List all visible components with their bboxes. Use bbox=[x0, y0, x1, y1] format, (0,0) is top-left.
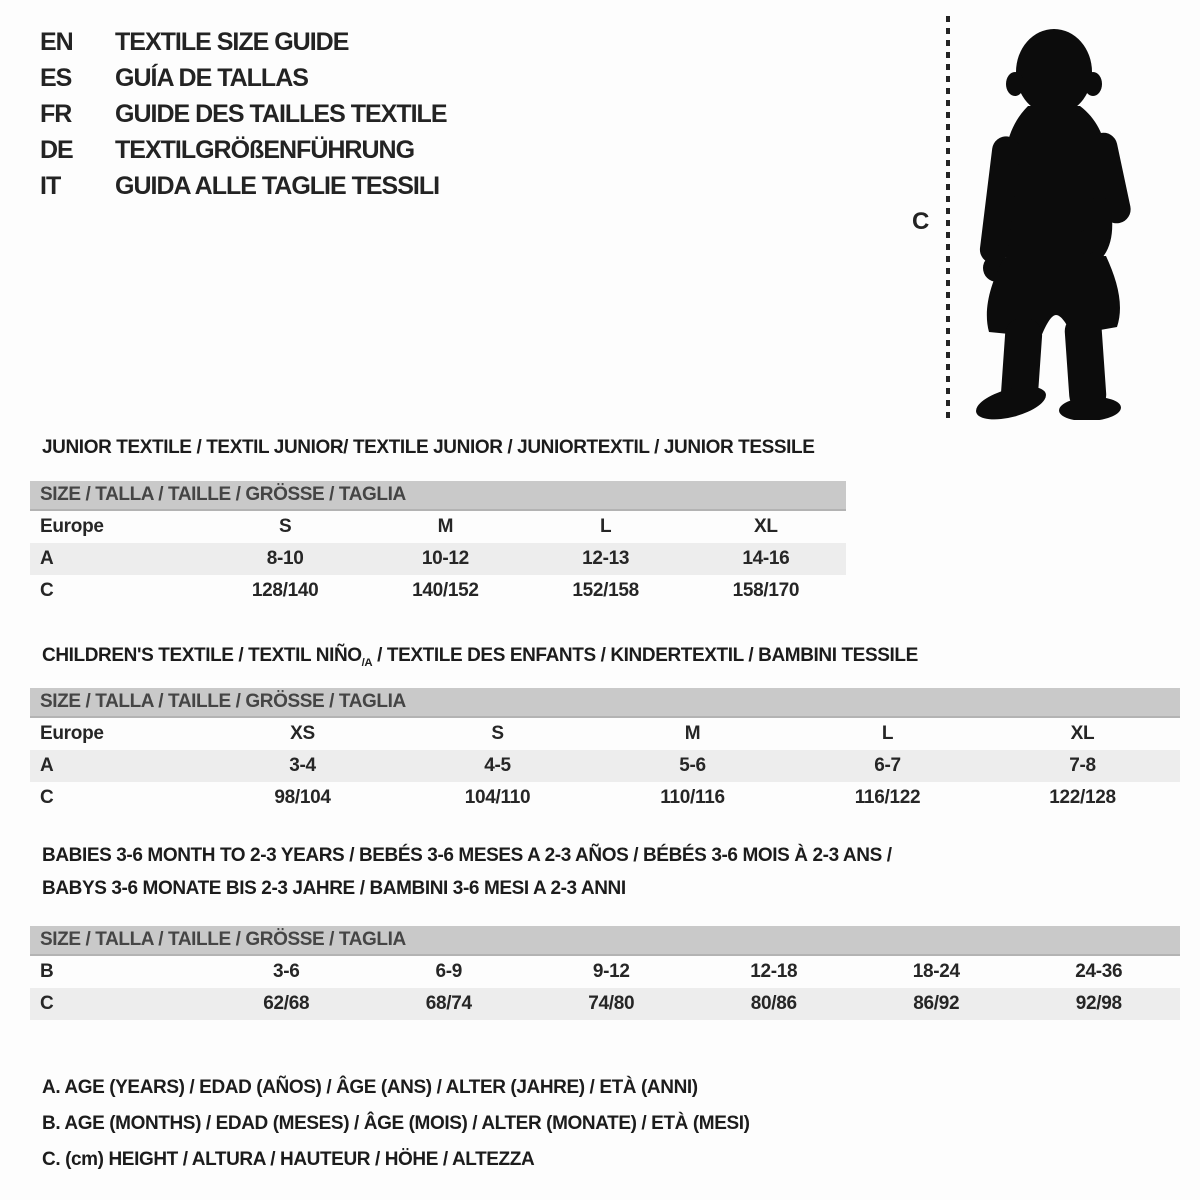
lang-row-it: IT GUIDA ALLE TAGLIE TESSILI bbox=[40, 168, 447, 204]
guide-title: GUIDA ALLE TAGLIE TESSILI bbox=[115, 171, 440, 200]
children-size-table: SIZE / TALLA / TAILLE / GRÖSSE / TAGLIA … bbox=[30, 688, 1180, 814]
table-row-europe: Europe S M L XL bbox=[30, 511, 846, 543]
cell-value: S bbox=[278, 516, 292, 537]
legend-line-c: C. (cm) HEIGHT / ALTURA / HAUTEUR / HÖHE… bbox=[42, 1149, 535, 1170]
legend-line-b: B. AGE (MONTHS) / EDAD (MESES) / ÂGE (MO… bbox=[42, 1113, 750, 1134]
lang-row-en: EN TEXTILE SIZE GUIDE bbox=[40, 24, 447, 60]
lang-code: FR bbox=[40, 99, 72, 128]
cell-value: 152/158 bbox=[572, 580, 639, 601]
cell-value: 122/128 bbox=[1049, 787, 1116, 808]
table-row-height: C 98/104 104/110 110/116 116/122 122/128 bbox=[30, 782, 1180, 814]
cell-value: 7-8 bbox=[1069, 755, 1096, 776]
table-row-age: A 3-4 4-5 5-6 6-7 7-8 bbox=[30, 750, 1180, 782]
cell-value: L bbox=[599, 516, 612, 537]
cell-value: 24-36 bbox=[1075, 961, 1123, 982]
children-section-title: CHILDREN'S TEXTILE / TEXTIL NIÑO/A / TEX… bbox=[42, 645, 918, 669]
lang-code: EN bbox=[40, 27, 74, 56]
table-row-height: C 128/140 140/152 152/158 158/170 bbox=[30, 575, 846, 607]
table-row-europe: Europe XS S M L XL bbox=[30, 718, 1180, 750]
cell-value: 12-18 bbox=[750, 961, 798, 982]
cell-value: XL bbox=[754, 516, 778, 537]
junior-size-table: SIZE / TALLA / TAILLE / GRÖSSE / TAGLIA … bbox=[30, 481, 846, 607]
guide-title: GUIDE DES TAILLES TEXTILE bbox=[115, 99, 448, 128]
cell-value: 74/80 bbox=[588, 993, 635, 1014]
cell-value: 158/170 bbox=[732, 580, 800, 601]
cell-value: 18-24 bbox=[912, 961, 960, 982]
toddler-silhouette-image bbox=[966, 20, 1138, 422]
children-title-sub: /A bbox=[361, 656, 373, 669]
lang-code: IT bbox=[40, 171, 61, 200]
cell-value: 140/152 bbox=[412, 580, 479, 601]
measurement-legend: A. AGE (YEARS) / EDAD (AÑOS) / ÂGE (ANS)… bbox=[42, 1070, 750, 1178]
children-title-text: / TEXTILE DES ENFANTS / KINDERTEXTIL / B… bbox=[372, 645, 918, 666]
cell-value: 14-16 bbox=[742, 548, 790, 569]
cell-value: 104/110 bbox=[464, 787, 531, 808]
cell-value: L bbox=[881, 723, 894, 744]
size-header-label: SIZE / TALLA / TAILLE / GRÖSSE / TAGLIA bbox=[40, 691, 406, 712]
size-header-bar: SIZE / TALLA / TAILLE / GRÖSSE / TAGLIA bbox=[30, 688, 1180, 718]
legend-line-a: A. AGE (YEARS) / EDAD (AÑOS) / ÂGE (ANS)… bbox=[42, 1077, 698, 1098]
lang-code: DE bbox=[40, 135, 74, 164]
cell-value: 9-12 bbox=[592, 961, 630, 982]
cell-value: 86/92 bbox=[913, 993, 960, 1014]
babies-size-table: SIZE / TALLA / TAILLE / GRÖSSE / TAGLIA … bbox=[30, 926, 1180, 1020]
height-measure-dashed-line bbox=[946, 16, 950, 418]
size-header-bar: SIZE / TALLA / TAILLE / GRÖSSE / TAGLIA bbox=[30, 926, 1180, 956]
table-row-height: C 62/68 68/74 74/80 80/86 86/92 92/98 bbox=[30, 988, 1180, 1020]
cell-value: 80/86 bbox=[750, 993, 797, 1014]
table-row-age: A 8-10 10-12 12-13 14-16 bbox=[30, 543, 846, 575]
guide-title: GUÍA DE TALLAS bbox=[115, 63, 309, 92]
row-label: Europe bbox=[40, 723, 104, 744]
cell-value: 12-13 bbox=[582, 548, 630, 569]
guide-title: TEXTILGRÖßENFÜHRUNG bbox=[115, 135, 415, 164]
cell-value: 110/116 bbox=[660, 787, 725, 808]
size-header-label: SIZE / TALLA / TAILLE / GRÖSSE / TAGLIA bbox=[40, 484, 406, 505]
cell-value: XS bbox=[290, 723, 315, 744]
cell-value: M bbox=[437, 516, 454, 537]
size-header-bar: SIZE / TALLA / TAILLE / GRÖSSE / TAGLIA bbox=[30, 481, 846, 511]
row-label: A bbox=[40, 755, 54, 776]
cell-value: 128/140 bbox=[251, 580, 319, 601]
cell-value: 3-4 bbox=[289, 755, 316, 776]
measure-c-label: C bbox=[912, 208, 930, 235]
cell-value: 8-10 bbox=[266, 548, 304, 569]
lang-row-es: ES GUÍA DE TALLAS bbox=[40, 60, 447, 96]
junior-section-title: JUNIOR TEXTILE / TEXTIL JUNIOR/ TEXTILE … bbox=[42, 437, 815, 458]
cell-value: 98/104 bbox=[274, 787, 331, 808]
cell-value: 3-6 bbox=[272, 961, 300, 982]
cell-value: 10-12 bbox=[421, 548, 469, 569]
guide-title: TEXTILE SIZE GUIDE bbox=[115, 27, 349, 56]
row-label: A bbox=[40, 548, 54, 569]
lang-row-fr: FR GUIDE DES TAILLES TEXTILE bbox=[40, 96, 448, 132]
cell-value: S bbox=[491, 723, 504, 744]
cell-value: 62/68 bbox=[263, 993, 310, 1014]
cell-value: 5-6 bbox=[679, 755, 706, 776]
cell-value: 4-5 bbox=[484, 755, 511, 776]
cell-value: 116/122 bbox=[854, 787, 921, 808]
language-header: EN TEXTILE SIZE GUIDE ES GUÍA DE TALLAS … bbox=[40, 24, 448, 204]
cell-value: 6-9 bbox=[435, 961, 463, 982]
cell-value: 92/98 bbox=[1075, 993, 1122, 1014]
size-header-label: SIZE / TALLA / TAILLE / GRÖSSE / TAGLIA bbox=[40, 929, 406, 950]
cell-value: 68/74 bbox=[425, 993, 472, 1014]
cell-value: M bbox=[684, 723, 701, 744]
row-label: C bbox=[40, 787, 54, 808]
cell-value: XL bbox=[1070, 723, 1095, 744]
row-label: C bbox=[40, 993, 54, 1014]
children-title-text: CHILDREN'S TEXTILE / TEXTIL NIÑO bbox=[42, 645, 362, 666]
babies-section-title-line1: BABIES 3-6 MONTH TO 2-3 YEARS / BEBÉS 3-… bbox=[42, 845, 892, 866]
table-row-age-months: B 3-6 6-9 9-12 12-18 18-24 24-36 bbox=[30, 956, 1180, 988]
row-label: Europe bbox=[40, 516, 104, 537]
row-label: C bbox=[40, 580, 54, 601]
lang-code: ES bbox=[40, 63, 72, 92]
row-label: B bbox=[40, 961, 54, 982]
cell-value: 6-7 bbox=[874, 755, 901, 776]
lang-row-de: DE TEXTILGRÖßENFÜHRUNG bbox=[40, 132, 447, 168]
babies-section-title-line2: BABYS 3-6 MONATE BIS 2-3 JAHRE / BAMBINI… bbox=[42, 878, 626, 899]
